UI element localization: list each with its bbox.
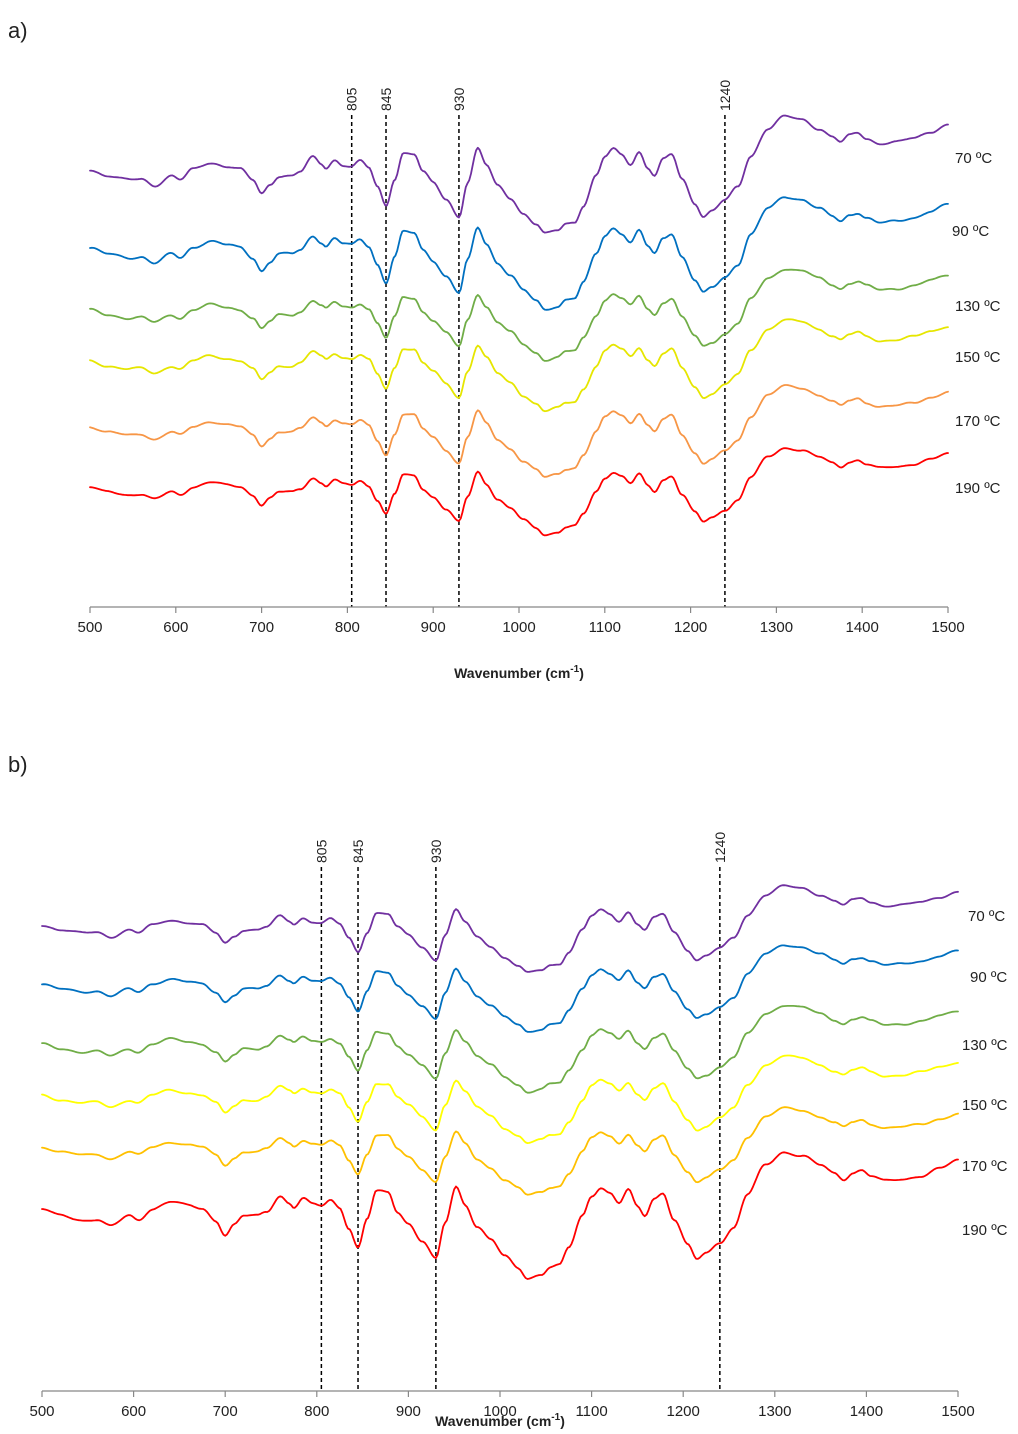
reference-line-label-930: 930 <box>428 839 444 863</box>
x-tick-label: 1100 <box>589 619 621 636</box>
x-tick-label: 1400 <box>850 1403 883 1420</box>
x-tick-label: 500 <box>77 619 102 636</box>
x-tick-label: 800 <box>335 619 360 636</box>
series-label: 150 ºC <box>955 349 1001 366</box>
x-tick-label: 1200 <box>674 619 707 636</box>
reference-line-label-845: 845 <box>350 839 366 863</box>
series-line-70C <box>41 884 959 973</box>
series-line-190C <box>89 447 949 537</box>
x-tick-label: 1300 <box>758 1403 791 1420</box>
x-tick-label: 1400 <box>846 619 879 636</box>
reference-line-label-805: 805 <box>344 87 360 111</box>
series-label: 130 ºC <box>955 298 1001 315</box>
series-label: 190 ºC <box>962 1222 1008 1239</box>
x-tick-label: 700 <box>213 1403 238 1420</box>
reference-line-label-845: 845 <box>378 87 394 111</box>
series-line-70C <box>89 114 949 234</box>
series-line-170C <box>89 384 949 478</box>
x-tick-label: 1000 <box>483 1403 516 1420</box>
x-tick-label: 1200 <box>667 1403 700 1420</box>
series-line-130C <box>89 268 949 362</box>
reference-line-label-1240: 1240 <box>717 80 733 111</box>
reference-line-label-1240: 1240 <box>712 832 728 863</box>
x-tick-label: 900 <box>421 619 446 636</box>
reference-line-label-805: 805 <box>313 839 329 863</box>
series-label: 70 ºC <box>968 908 1005 925</box>
series-line-190C <box>41 1151 959 1280</box>
series-line-90C <box>89 196 949 311</box>
x-tick-label: 1500 <box>931 619 964 636</box>
series-label: 150 ºC <box>962 1097 1008 1114</box>
x-axis-title: Wavenumber (cm-1) <box>454 664 584 681</box>
reference-line-label-930: 930 <box>451 87 467 111</box>
x-tick-label: 800 <box>304 1403 329 1420</box>
x-tick-label: 600 <box>163 619 188 636</box>
chart-panel-1: a) 805 845 930 1240 70 ºC 90 ºC 130 ºC 150 ºC 170… <box>8 18 1001 681</box>
x-axis-title: Wavenumber (cm-1) <box>435 1412 565 1429</box>
x-tick-label: 1500 <box>941 1403 974 1420</box>
x-tick-label: 500 <box>29 1403 54 1420</box>
x-tick-label: 1000 <box>502 619 535 636</box>
chart-panel-2: b) 805 845 930 1240 70 ºC 90 ºC 130 ºC 150 ºC 170… <box>8 752 1008 1429</box>
series-line-150C <box>41 1054 959 1144</box>
series-label: 130 ºC <box>962 1037 1008 1054</box>
panel-label: b) <box>8 752 28 777</box>
series-label: 170 ºC <box>955 413 1001 430</box>
x-tick-label: 600 <box>121 1403 146 1420</box>
series-label: 190 ºC <box>955 480 1001 497</box>
series-label: 170 ºC <box>962 1158 1008 1175</box>
series-line-90C <box>41 944 959 1033</box>
series-label: 90 ºC <box>970 969 1007 986</box>
panel-label: a) <box>8 18 28 43</box>
series-label: 90 ºC <box>952 223 989 240</box>
x-tick-label: 1100 <box>575 1403 607 1420</box>
x-tick-label: 1300 <box>760 619 793 636</box>
series-line-150C <box>89 318 949 413</box>
x-tick-label: 900 <box>396 1403 421 1420</box>
series-line-170C <box>41 1106 959 1196</box>
x-tick-label: 700 <box>249 619 274 636</box>
series-label: 70 ºC <box>955 150 992 167</box>
series-line-130C <box>41 1005 959 1094</box>
